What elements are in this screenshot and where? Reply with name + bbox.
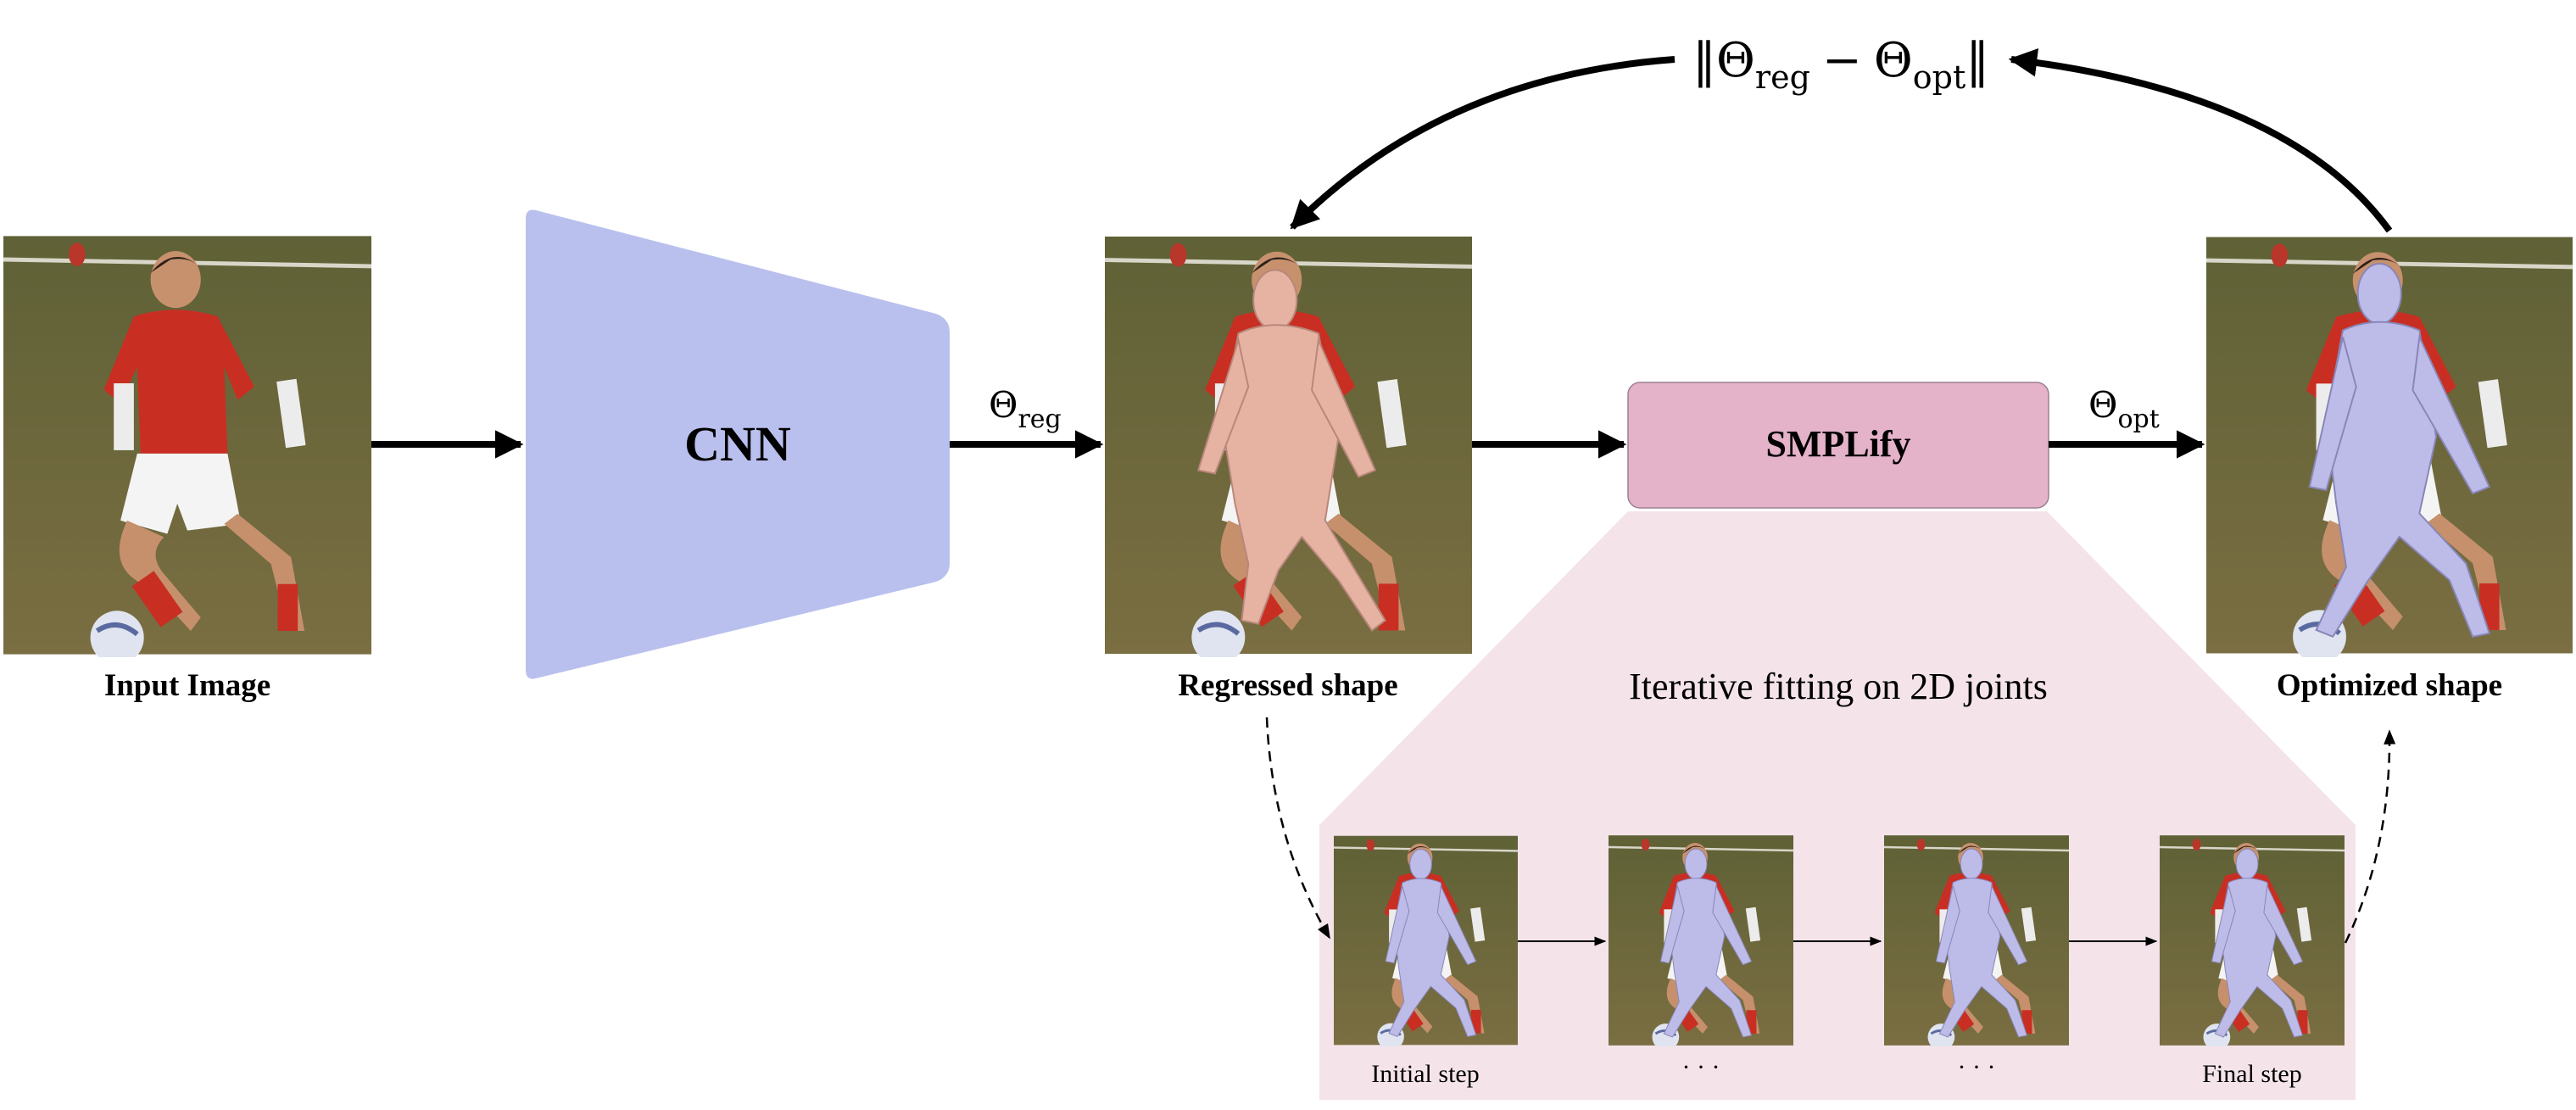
theta-reg-symbol: Θ: [989, 384, 1018, 426]
iterative-fitting-region: [1319, 511, 2356, 1100]
loss-norm-formula: ‖Θreg − Θopt‖: [1692, 33, 1989, 96]
theta-opt-symbol: Θ: [2088, 384, 2117, 426]
regressed-shape-image: [1105, 237, 1472, 664]
theta-opt-subscript: opt: [2117, 404, 2159, 434]
theta-reg-subscript: reg: [1018, 404, 1061, 434]
step-thumbnail-3: [1884, 834, 2069, 1046]
loss-theta-2: Θ: [1874, 33, 1913, 88]
regressed-shape-label: Regressed shape: [1178, 668, 1397, 703]
loss-minus: −: [1822, 33, 1862, 88]
step-thumbnail-initial: [1334, 834, 1518, 1046]
norm-close: ‖: [1965, 33, 1989, 88]
theta-opt-label: Θopt: [2088, 384, 2160, 434]
optimized-shape-label: Optimized shape: [2277, 668, 2502, 703]
dashed-arrow-from-final-step: [2344, 729, 2396, 944]
cnn-block: [526, 209, 950, 679]
loss-sub-reg: reg: [1755, 59, 1810, 96]
loss-theta-1: Θ: [1716, 33, 1755, 88]
step-label-initial: Initial step: [1371, 1060, 1479, 1088]
norm-open: ‖: [1692, 33, 1716, 88]
step-thumbnail-final: [2160, 834, 2345, 1046]
iterative-fitting-caption: Iterative fitting on 2D joints: [1629, 666, 2048, 707]
arrow-loss-from-optimized: [2008, 47, 2393, 233]
theta-reg-label: Θreg: [989, 384, 1062, 434]
loss-sub-opt: opt: [1913, 59, 1965, 96]
step-label-3: · · ·: [1958, 1053, 1996, 1081]
optimized-shape-image: [2206, 237, 2573, 664]
step-label-2: · · ·: [1682, 1053, 1720, 1081]
arrow-loss-to-regressed: [1290, 56, 1676, 230]
input-image: [3, 236, 371, 664]
cnn-label: CNN: [684, 416, 791, 471]
input-image-label: Input Image: [104, 668, 270, 703]
step-thumbnail-2: [1609, 834, 1793, 1046]
smplify-label: SMPLify: [1765, 423, 1910, 465]
step-label-final: Final step: [2202, 1060, 2302, 1088]
